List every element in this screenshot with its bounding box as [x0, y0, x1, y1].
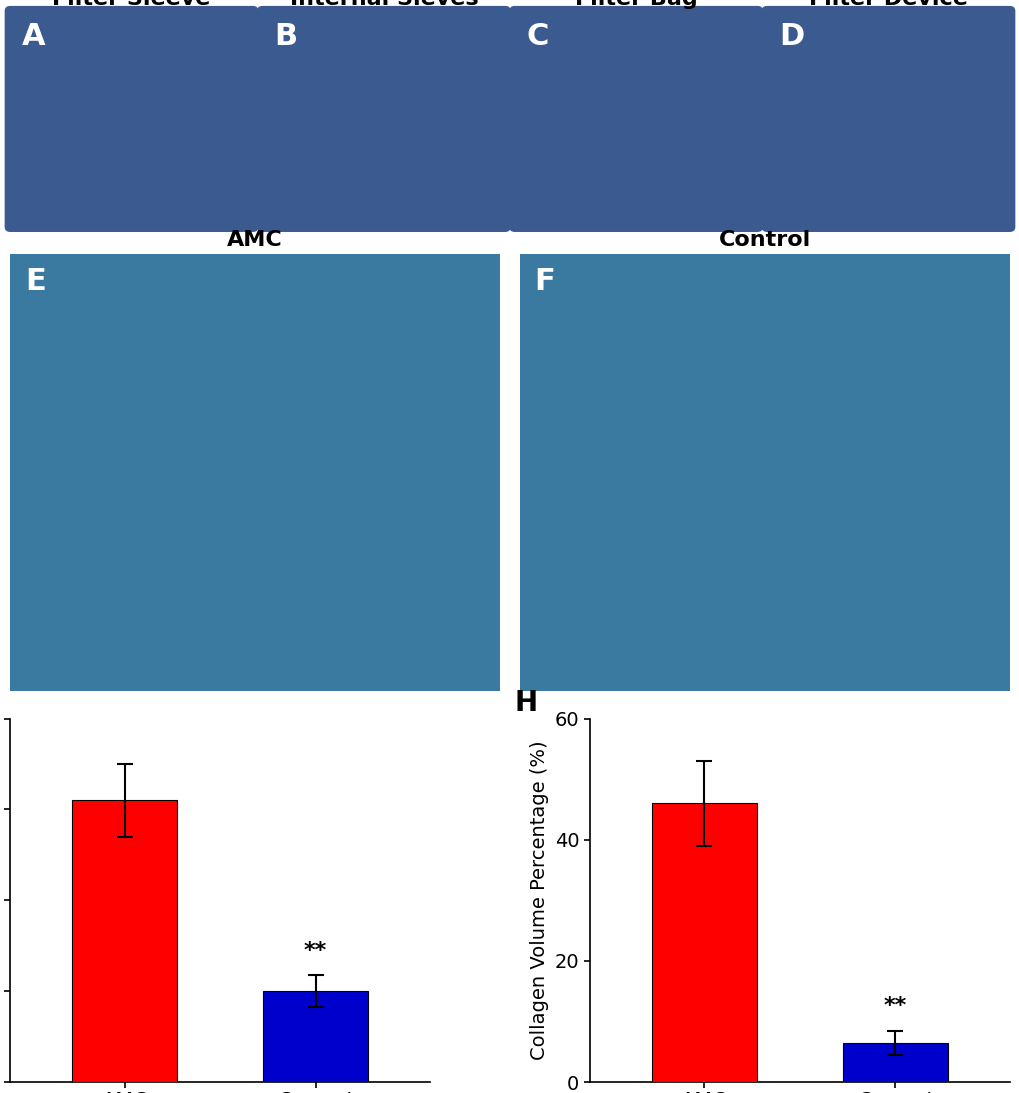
- Bar: [72, 800, 177, 1082]
- Text: A: A: [22, 22, 46, 50]
- Text: **: **: [882, 996, 906, 1016]
- Title: Internal Sieves: Internal Sieves: [289, 0, 478, 10]
- Title: AMC: AMC: [227, 230, 283, 249]
- Text: D: D: [779, 22, 804, 50]
- Text: H: H: [514, 690, 537, 717]
- Text: C: C: [527, 22, 549, 50]
- Text: F: F: [534, 267, 554, 296]
- Bar: [842, 1043, 947, 1082]
- Text: E: E: [24, 267, 46, 296]
- Y-axis label: Collagen Volume Percentage (%): Collagen Volume Percentage (%): [530, 740, 548, 1060]
- FancyBboxPatch shape: [258, 7, 510, 232]
- Text: **: **: [304, 941, 327, 961]
- Bar: [263, 991, 368, 1082]
- FancyBboxPatch shape: [761, 7, 1014, 232]
- Title: Filter Device: Filter Device: [808, 0, 967, 10]
- FancyBboxPatch shape: [510, 7, 761, 232]
- Title: Filter Bag: Filter Bag: [575, 0, 697, 10]
- Title: Control: Control: [718, 230, 810, 249]
- Bar: [651, 803, 756, 1082]
- FancyBboxPatch shape: [5, 7, 258, 232]
- Text: B: B: [274, 22, 298, 50]
- Title: Filter Sleeve: Filter Sleeve: [52, 0, 211, 10]
